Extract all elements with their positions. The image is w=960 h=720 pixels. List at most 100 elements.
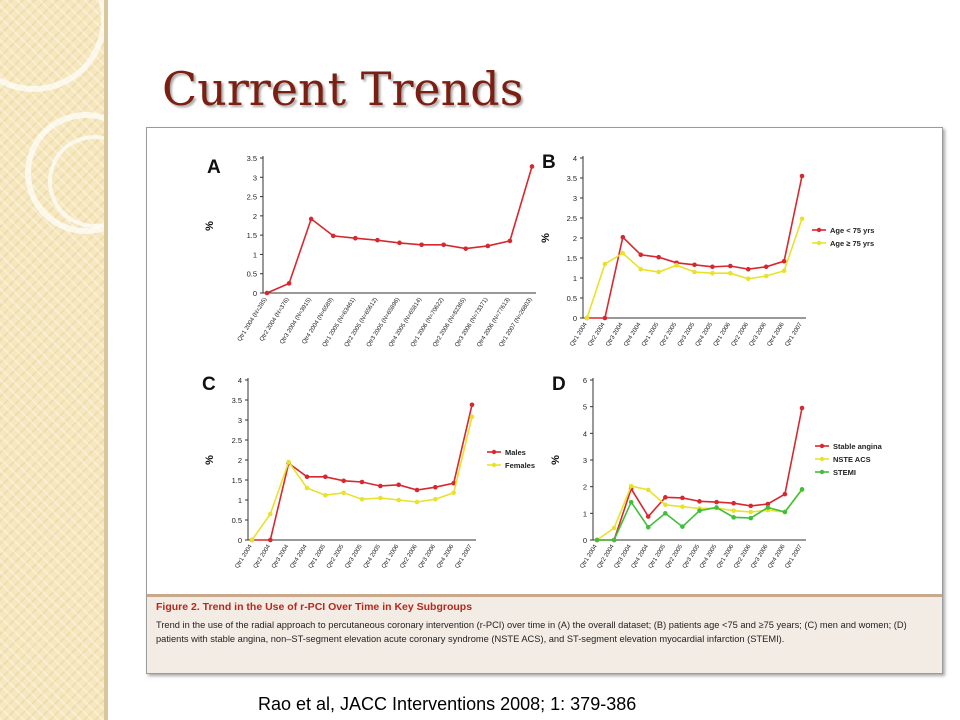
- panel-c-legend-marker: [491, 462, 497, 468]
- panel-a-data-point: [507, 238, 513, 244]
- panel-b-data-point: [710, 270, 715, 276]
- panel-b-legend-label: Age < 75 yrs: [830, 226, 874, 235]
- panel-d-data-point: [594, 537, 600, 543]
- panel-d-data-point: [680, 504, 685, 509]
- panel-c-data-point: [433, 484, 438, 490]
- panel-c-x-tick-label: Qtr4 2004: [289, 543, 309, 569]
- panel-d-data-point: [697, 499, 702, 504]
- decorative-circle: [48, 135, 141, 228]
- panel-b-data-point: [745, 266, 751, 272]
- panel-b-y-tick-label: 3: [573, 194, 577, 203]
- panel-b-data-point: [781, 268, 787, 274]
- panel-b-series-line-1: [586, 218, 803, 319]
- panel-c-x-tick-label: Qtr1 2005: [308, 543, 328, 569]
- panel-c-ylabel: %: [204, 455, 216, 465]
- decorative-circle: [0, 0, 107, 92]
- panel-a-data-point: [286, 281, 292, 286]
- panel-b-data-point: [620, 250, 626, 256]
- panel-a-data-point: [353, 235, 358, 241]
- panel-b-y-tick-label: 2.5: [567, 214, 577, 223]
- panel-c-data-point: [378, 495, 383, 501]
- panel-d-data-point: [731, 508, 736, 513]
- panel-b-data-point: [728, 270, 733, 276]
- panel-b-series-line-0: [587, 175, 803, 319]
- panel-c-x-tick-label: Qtr1 2007: [454, 543, 474, 569]
- panel-b-x-tick-label: Qtr2 2005: [659, 321, 679, 347]
- panel-b-x-tick-label: Qtr2 2006: [731, 321, 751, 347]
- panel-d-y-tick-label: 6: [583, 376, 587, 385]
- panel-c-data-point: [323, 474, 328, 480]
- panel-c-legend-marker: [491, 449, 497, 455]
- panel-d-legend-marker: [819, 443, 825, 449]
- panel-b-data-point: [781, 258, 787, 264]
- panel-d-x-tick-label: Qtr1 2007: [784, 543, 804, 569]
- panel-b-y-tick-label: 1.5: [567, 254, 577, 263]
- panel-d-y-tick-label: 0: [583, 536, 587, 545]
- panel-b-x-tick-label: Qtr1 2004: [569, 321, 589, 347]
- panel-b-x-tick-label: Qtr3 2005: [677, 321, 697, 347]
- panel-b-data-point: [602, 315, 608, 321]
- panel-c-y-tick-label: 0: [238, 536, 242, 545]
- panel-d-data-point: [748, 503, 754, 509]
- panel-b-x-tick-label: Qtr1 2006: [713, 321, 733, 347]
- panel-b-legend-marker: [816, 227, 822, 233]
- panel-d-letter: D: [552, 374, 566, 395]
- panel-d-data-point: [663, 502, 668, 508]
- panel-c-x-tick-label: Qtr3 2006: [418, 543, 438, 569]
- panel-d-data-point: [748, 515, 754, 521]
- panel-d-y-tick-label: 3: [583, 456, 587, 465]
- panel-b-data-point: [799, 173, 805, 179]
- panel-c-x-tick-label: Qtr2 2004: [253, 543, 273, 569]
- panel-d-data-point: [663, 495, 668, 500]
- panel-c-data-point: [414, 499, 420, 505]
- caption-text: Trend in the use of the radial approach …: [156, 620, 907, 644]
- panel-d-y-tick-label: 4: [583, 429, 587, 438]
- caption-title: Figure 2. Trend in the Use of r-PCI Over…: [156, 601, 473, 613]
- panel-d-y-tick-label: 1: [583, 509, 587, 518]
- panel-c-x-tick-label: Qtr4 2005: [363, 543, 383, 569]
- panel-c-data-point: [469, 402, 475, 408]
- panel-a-y-tick-label: 3.5: [247, 154, 257, 163]
- panel-d-data-point: [680, 495, 685, 501]
- panel-b-data-point: [763, 273, 769, 279]
- panel-c-data-point: [396, 482, 401, 488]
- panel-d-data-point: [680, 524, 685, 529]
- panel-b-data-point: [710, 264, 715, 270]
- panel-b-data-point: [799, 216, 805, 222]
- panel-c-legend-label: Males: [505, 448, 526, 457]
- panel-c-data-point: [451, 480, 456, 486]
- panel-c-data-point: [359, 496, 365, 502]
- decorative-circle: [25, 112, 147, 234]
- panel-a-y-tick-label: 2.5: [247, 193, 257, 202]
- panel-d-legend-label: STEMI: [833, 468, 856, 477]
- panel-b-data-point: [602, 261, 608, 267]
- panel-b-data-point: [674, 262, 679, 268]
- panel-d-data-point: [663, 511, 668, 516]
- panel-d-data-point: [731, 500, 736, 506]
- panel-a-y-tick-label: 0: [253, 289, 257, 298]
- panel-d-y-tick-label: 2: [583, 483, 587, 492]
- panel-c-data-point: [378, 483, 383, 489]
- panel-c-x-tick-label: Qtr3 2004: [271, 543, 291, 569]
- panel-d-data-point: [645, 514, 651, 519]
- panel-d-data-point: [765, 501, 771, 507]
- panel-a-data-point: [441, 242, 446, 248]
- panel-c-data-point: [451, 490, 456, 496]
- panel-d-data-point: [799, 405, 805, 411]
- panel-a-data-point: [419, 242, 424, 248]
- panel-b-data-point: [638, 252, 644, 258]
- panel-c-x-tick-label: Qtr1 2004: [234, 543, 254, 569]
- panel-b-legend-label: Age ≥ 75 yrs: [830, 239, 874, 248]
- panel-a-ylabel: %: [204, 221, 216, 231]
- figure-caption: Figure 2. Trend in the Use of r-PCI Over…: [147, 594, 942, 673]
- panel-b-x-tick-label: Qtr4 2006: [767, 321, 787, 347]
- panel-c-y-tick-label: 2.5: [232, 436, 242, 445]
- panel-b-letter: B: [542, 152, 556, 173]
- panel-c-x-tick-label: Qtr2 2006: [399, 543, 419, 569]
- panel-b-x-tick-label: Qtr3 2004: [605, 321, 625, 347]
- panel-d-series-line-1: [596, 485, 803, 541]
- panel-d-data-point: [799, 487, 805, 492]
- panel-b-data-point: [763, 264, 769, 270]
- panel-a-data-point: [485, 243, 491, 249]
- panel-c-x-tick-label: Qtr2 2005: [326, 543, 346, 569]
